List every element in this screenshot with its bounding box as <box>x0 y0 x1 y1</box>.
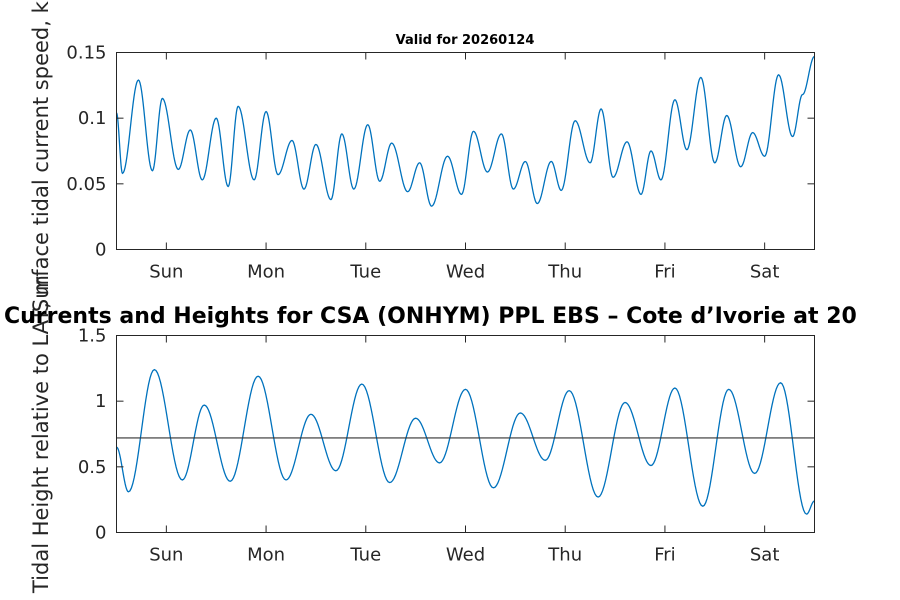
x-tick-label: Tue <box>349 262 381 283</box>
chart-1-y-label: Surface tidal current speed, kn <box>29 0 53 312</box>
x-tick-label: Sat <box>750 545 780 566</box>
x-tick-label: Fri <box>654 262 675 283</box>
tidal-height-chart: 0 0.5 1 1.5 Sun Mon Tue Wed Thu Fri Sat Tidal Hei… <box>4 275 857 594</box>
series-line-1 <box>116 368 815 515</box>
chart-2-title: Currents and Heights for CSA (ONHYM) PPL… <box>4 304 857 329</box>
x-tick-label: Tue <box>349 545 381 566</box>
chart-1-title: Valid for 20260124 <box>396 33 535 48</box>
x-tick-label: Thu <box>547 262 582 283</box>
y-tick-label: 0.05 <box>66 174 106 195</box>
chart-1-x-ticks: Sun Mon Tue Wed Thu Fri Sat <box>149 52 780 283</box>
x-tick-label: Mon <box>247 545 285 566</box>
x-tick-label: Thu <box>547 545 582 566</box>
x-tick-label: Sun <box>149 545 183 566</box>
x-tick-label: Wed <box>446 545 485 566</box>
chart-1-series <box>115 55 815 207</box>
y-tick-label: 1.5 <box>78 326 107 347</box>
x-tick-label: Sun <box>149 262 183 283</box>
chart-2-axes-box <box>116 335 815 533</box>
chart-2-x-ticks: Sun Mon Tue Wed Thu Fri Sat <box>149 335 780 566</box>
x-tick-label: Sat <box>750 262 780 283</box>
y-tick-label: 0 <box>95 523 106 544</box>
chart-1-y-ticks: 0 0.05 0.1 0.15 <box>66 43 815 261</box>
x-tick-label: Mon <box>247 262 285 283</box>
series-line-1 <box>115 55 815 207</box>
chart-2-y-label: Tidal Height relative to LAT, m <box>29 275 53 594</box>
chart-2-y-ticks: 0 0.5 1 1.5 <box>78 326 815 544</box>
y-tick-label: 0 <box>95 240 106 261</box>
y-tick-label: 0.15 <box>66 43 106 64</box>
x-tick-label: Fri <box>654 545 675 566</box>
y-tick-label: 0.1 <box>78 108 107 129</box>
current-speed-chart: Valid for 20260124 0 0.05 0.1 0.15 Sun Mon Tu… <box>29 0 815 312</box>
y-tick-label: 0.5 <box>78 457 107 478</box>
x-tick-label: Wed <box>446 262 485 283</box>
y-tick-label: 1 <box>95 391 106 412</box>
chart-2-series <box>116 368 815 515</box>
chart-1-axes-box <box>116 52 815 250</box>
